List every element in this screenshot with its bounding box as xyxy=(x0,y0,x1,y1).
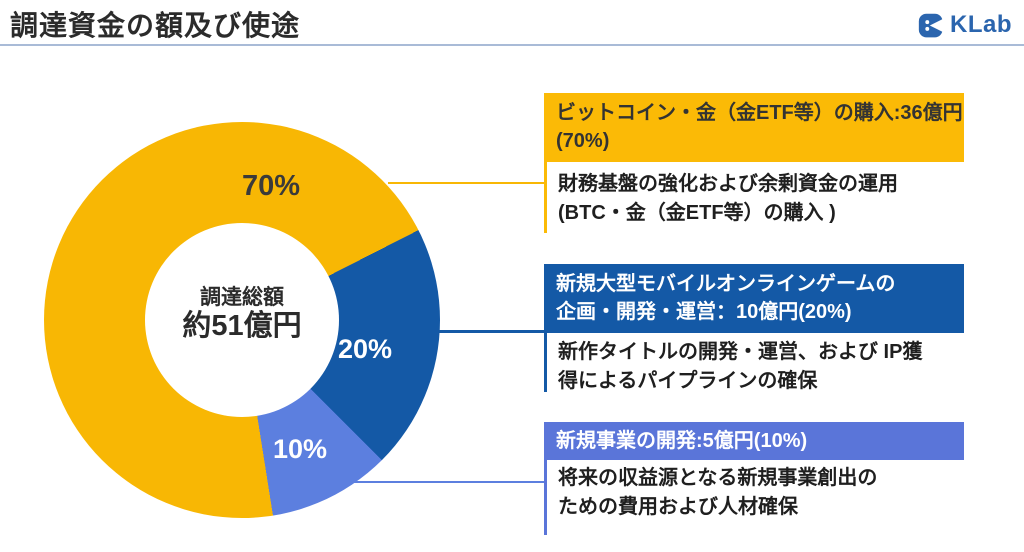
callout-header-10: 新規事業の開発:5億円(10%) xyxy=(544,422,964,460)
callout-header-line: ビットコイン・金（金ETF等）の購入:36億円 xyxy=(556,102,963,124)
connector-line-70 xyxy=(388,182,545,184)
callout-body-line: ための費用および人材確保 xyxy=(558,496,798,518)
title-divider xyxy=(0,44,1024,46)
callout-header-line: 企画・開発・運営：10億円(20%) xyxy=(556,301,852,323)
donut-hole xyxy=(145,223,339,417)
slice-label-10: 10% xyxy=(272,434,328,464)
klab-logo: KLab xyxy=(918,11,1012,39)
callout-accent-bar-70 xyxy=(544,162,547,233)
slice-label-70: 70% xyxy=(241,170,301,202)
callout-body-line: 財務基盤の強化および余剰資金の運用 xyxy=(558,173,898,195)
callout-header-70: ビットコイン・金（金ETF等）の購入:36億円 (70%) xyxy=(544,93,964,162)
callout-header-20: 新規大型モバイルオンラインゲームの 企画・開発・運営：10億円(20%) xyxy=(544,264,964,333)
klab-logo-text: KLab xyxy=(950,11,1012,38)
callout-accent-bar-20 xyxy=(544,331,547,392)
callout-header-line: 新規事業の開発:5億円(10%) xyxy=(556,430,808,452)
donut-center-label: 調達総額 約51億円 xyxy=(122,286,362,342)
donut-chart xyxy=(44,122,440,518)
slice-label-20: 20% xyxy=(337,334,393,364)
callout-body-line: (BTC・金（金ETF等）の購入 ) xyxy=(558,202,836,224)
callout-body-line: 将来の収益源となる新規事業創出の xyxy=(558,467,878,489)
connector-line-20 xyxy=(438,330,545,333)
total-caption: 調達総額 xyxy=(200,286,284,309)
connector-line-10 xyxy=(340,481,545,483)
total-amount: 約51億円 xyxy=(182,310,302,342)
callout-header-line: (70%) xyxy=(556,130,610,152)
callout-body-10: 将来の収益源となる新規事業創出の ための費用および人材確保 xyxy=(558,464,964,522)
callout-body-70: 財務基盤の強化および余剰資金の運用 (BTC・金（金ETF等）の購入 ) xyxy=(558,170,964,228)
callout-body-20: 新作タイトルの開発・運営、および IP獲 得によるパイプラインの確保 xyxy=(558,338,964,396)
callout-body-line: 新作タイトルの開発・運営、および IP獲 xyxy=(558,341,923,363)
callout-accent-bar-10 xyxy=(544,458,547,535)
callout-body-line: 得によるパイプラインの確保 xyxy=(558,370,818,392)
klab-logo-icon xyxy=(918,13,944,37)
callout-header-line: 新規大型モバイルオンラインゲームの xyxy=(556,273,896,295)
page-title: 調達資金の額及び使途 xyxy=(10,10,301,41)
